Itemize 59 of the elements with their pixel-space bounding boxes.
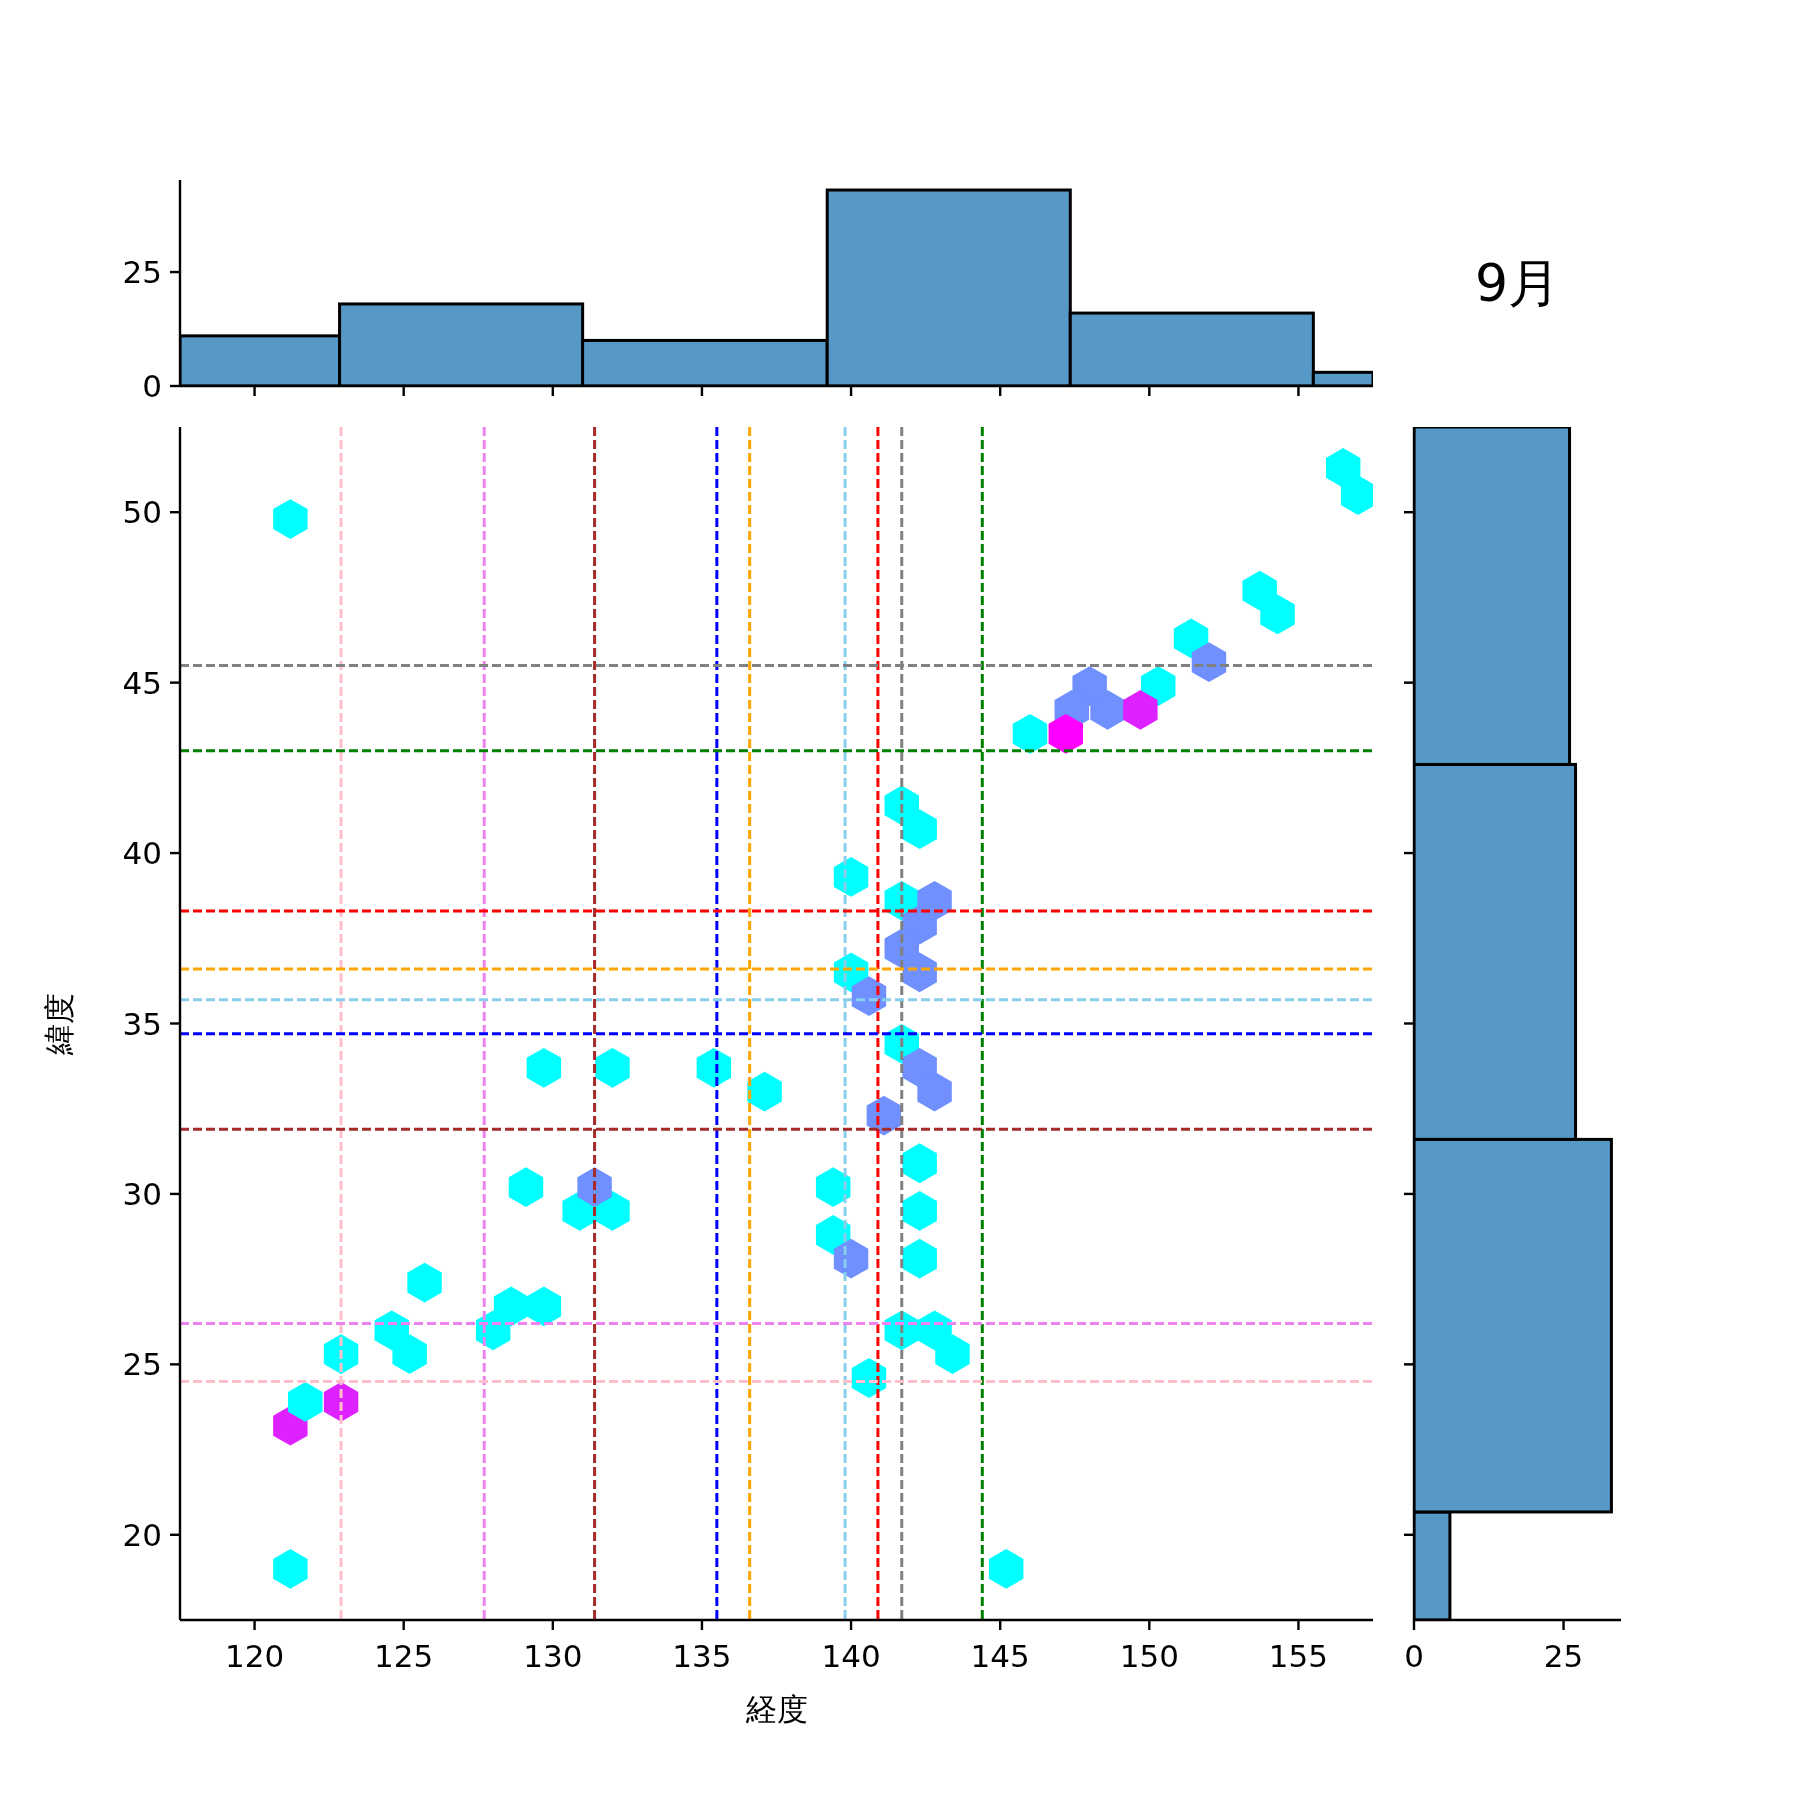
y-axis-title: 緯度	[41, 992, 77, 1056]
point	[273, 499, 308, 539]
y-tick-label: 45	[122, 664, 162, 701]
point	[1191, 642, 1227, 683]
point	[323, 1381, 359, 1422]
x-tick-label: 120	[224, 1638, 285, 1674]
point	[1340, 475, 1373, 516]
point	[493, 1286, 529, 1327]
point	[595, 1047, 630, 1088]
point	[902, 1143, 937, 1184]
y-tick-label: 0	[142, 368, 162, 404]
y-tick-label: 30	[122, 1175, 162, 1212]
x-tick-label: 145	[970, 1638, 1030, 1674]
point	[1012, 713, 1048, 754]
point	[833, 1238, 869, 1279]
point	[526, 1286, 562, 1327]
x-tick-label: 130	[523, 1638, 583, 1674]
point	[833, 857, 869, 897]
point	[815, 1167, 851, 1207]
point	[747, 1071, 782, 1112]
y-tick-label: 20	[122, 1516, 162, 1553]
point	[902, 1238, 937, 1279]
point	[1123, 690, 1158, 730]
point	[902, 1191, 937, 1231]
point	[1173, 618, 1209, 659]
point	[1141, 666, 1176, 706]
point	[902, 952, 937, 993]
y-tick-label: 50	[122, 494, 162, 531]
y-tick-label: 40	[122, 835, 162, 872]
point	[917, 1071, 952, 1112]
point	[1090, 690, 1125, 730]
point	[935, 1334, 970, 1375]
y-tick-label: 25	[122, 1346, 162, 1383]
x-tick-label: 125	[374, 1638, 434, 1674]
point	[508, 1167, 544, 1207]
y-tick-label: 35	[122, 1005, 162, 1042]
point	[407, 1262, 442, 1303]
point	[1048, 713, 1084, 754]
point	[1325, 448, 1361, 488]
point	[577, 1167, 612, 1207]
x-tick-label: 150	[1119, 1638, 1179, 1674]
point	[526, 1047, 562, 1088]
x-tick-label: 135	[672, 1638, 732, 1674]
point	[696, 1047, 732, 1088]
point	[988, 1548, 1024, 1589]
point	[902, 809, 937, 850]
chart-title: 9月	[1474, 253, 1561, 313]
point	[273, 1548, 308, 1589]
point	[1260, 594, 1295, 635]
x-tick-label: 140	[821, 1638, 881, 1674]
y-tick-label: 25	[122, 254, 162, 291]
x-tick-label: 0	[1404, 1638, 1424, 1674]
point	[323, 1334, 359, 1375]
x-axis-title: 経度	[744, 1691, 808, 1727]
x-tick-label: 155	[1268, 1638, 1329, 1674]
point	[392, 1334, 427, 1375]
point	[1242, 570, 1277, 611]
point	[288, 1381, 323, 1422]
x-tick-label: 25	[1543, 1638, 1584, 1674]
